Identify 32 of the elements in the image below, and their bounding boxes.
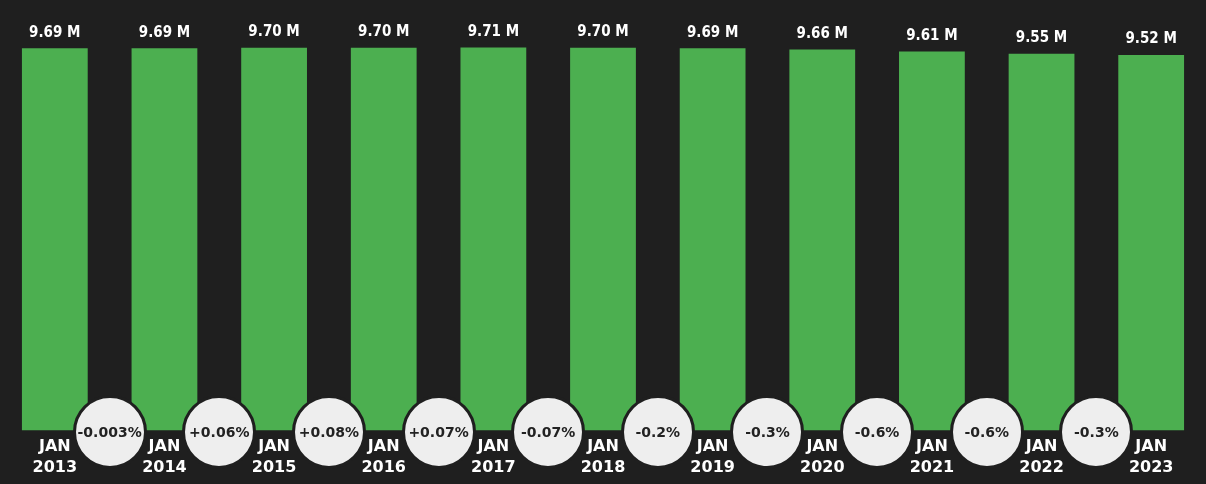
x-tick-label: JAN 2016 (361, 435, 406, 476)
annotation: +0.06% (189, 424, 250, 441)
data-label: 9.70 M (577, 22, 629, 41)
x-tick-label: JAN 2021 (909, 435, 955, 476)
x-tick-label: JAN 2013 (32, 435, 78, 476)
data-label: 9.52 M (1125, 29, 1177, 48)
annotation: -0.2% (635, 424, 681, 441)
x-tick-label: JAN 2015 (251, 435, 297, 476)
x-tick-label: JAN 2023 (1128, 435, 1174, 476)
annotation: -0.3% (745, 424, 790, 441)
data-label: 9.71 M (467, 21, 520, 40)
annotation: -0.6% (854, 424, 900, 441)
annotation: -0.6% (964, 424, 1010, 441)
x-tick-label: JAN 2018 (580, 435, 626, 476)
data-label: 9.70 M (358, 22, 410, 41)
data-label: 9.70 M (248, 22, 300, 41)
data-label: 9.69 M (138, 22, 191, 41)
annotation: +0.07% (408, 424, 469, 441)
annotation: +0.08% (298, 424, 360, 441)
x-tick-label: JAN 2014 (142, 435, 187, 476)
x-tick-label: JAN 2020 (800, 435, 845, 476)
annotation: -0.3% (1074, 424, 1119, 441)
data-label: 9.66 M (796, 23, 848, 42)
x-tick-label: JAN 2019 (690, 435, 735, 476)
x-tick-label: JAN 2022 (1019, 435, 1064, 476)
x-tick-label: JAN 2017 (471, 435, 516, 476)
data-label: 9.55 M (1015, 28, 1068, 47)
data-label: 9.61 M (906, 25, 958, 44)
annotation: -0.003% (77, 424, 142, 441)
data-label: 9.69 M (686, 22, 739, 41)
data-label: 9.69 M (29, 22, 81, 41)
annotation: -0.07% (520, 424, 576, 441)
